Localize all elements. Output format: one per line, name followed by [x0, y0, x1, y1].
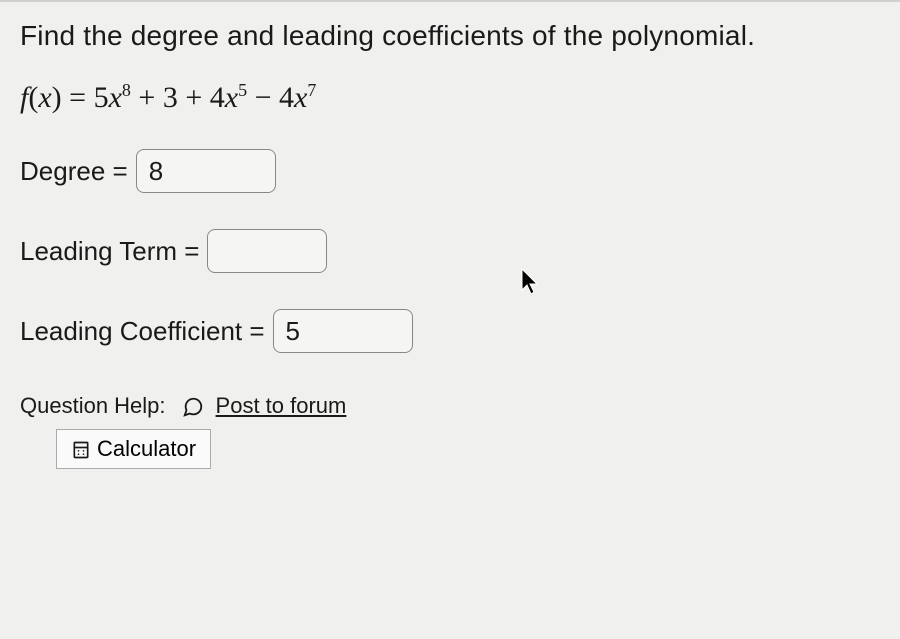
- leading-coefficient-row: Leading Coefficient = 5: [20, 309, 880, 353]
- chat-icon: [182, 393, 206, 419]
- leading-term-label: Leading Term =: [20, 236, 199, 267]
- degree-input[interactable]: 8: [136, 149, 276, 193]
- question-container: Find the degree and leading coefficients…: [0, 0, 900, 489]
- question-help-label: Question Help:: [20, 393, 166, 419]
- post-to-forum-link[interactable]: Post to forum: [216, 393, 347, 419]
- leading-coefficient-label: Leading Coefficient =: [20, 316, 265, 347]
- degree-row: Degree = 8: [20, 149, 880, 193]
- leading-term-row: Leading Term =: [20, 229, 880, 273]
- question-help-row: Question Help: Post to forum: [20, 393, 880, 419]
- leading-coefficient-input[interactable]: 5: [273, 309, 413, 353]
- calculator-icon: [71, 436, 91, 462]
- calculator-label: Calculator: [97, 436, 196, 462]
- calculator-button[interactable]: Calculator: [56, 429, 211, 469]
- calculator-row: Calculator: [20, 419, 880, 469]
- leading-term-input[interactable]: [207, 229, 327, 273]
- question-prompt: Find the degree and leading coefficients…: [20, 20, 880, 52]
- degree-label: Degree =: [20, 156, 128, 187]
- polynomial-equation: f(x) = 5x8 + 3 + 4x5 − 4x7: [20, 80, 880, 115]
